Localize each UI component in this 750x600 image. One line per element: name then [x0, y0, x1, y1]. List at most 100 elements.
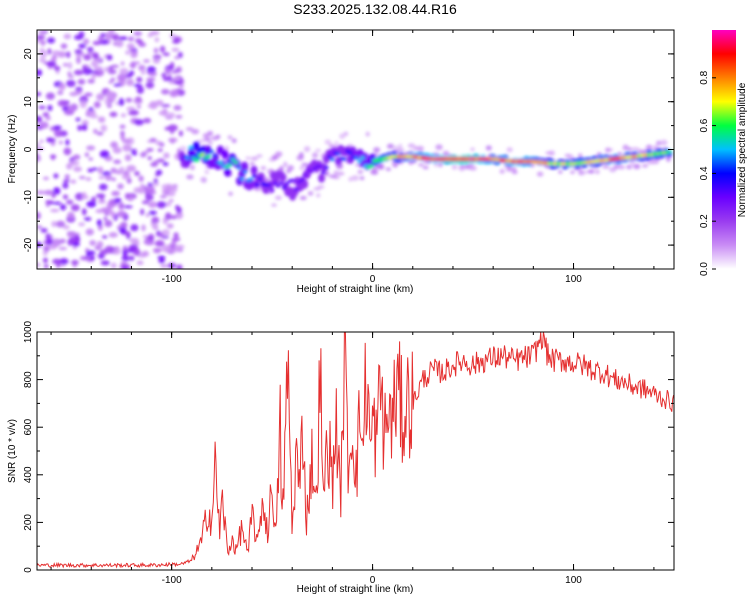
noise-blob: [97, 199, 107, 204]
noise-blob: [109, 111, 118, 118]
noise-blob: [110, 64, 119, 68]
halo-blob: [336, 171, 345, 176]
spectrogram-x-axis-label: Height of straight line (km): [297, 284, 414, 295]
halo-blob: [392, 145, 401, 152]
noise-blob: [53, 201, 62, 205]
noise-blob: [66, 231, 76, 239]
noise-blob: [161, 104, 171, 108]
noise-blob: [177, 51, 183, 59]
noise-blob: [42, 112, 50, 118]
noise-blob: [96, 93, 105, 101]
halo-blob: [260, 165, 266, 171]
noise-blob: [43, 245, 50, 253]
noise-blob: [174, 55, 180, 60]
halo-blob: [604, 147, 611, 153]
noise-blob: [104, 245, 115, 254]
ridge-core-blob: [514, 159, 519, 164]
noise-blob: [161, 72, 167, 78]
noise-blob: [47, 104, 53, 112]
halo-blob: [250, 156, 259, 161]
noise-blob: [43, 264, 49, 269]
noise-blob: [83, 216, 92, 221]
noise-blob: [83, 54, 92, 61]
noise-blob: [175, 66, 183, 73]
halo-blob: [629, 160, 635, 167]
noise-blob: [50, 208, 60, 213]
halo-blob: [413, 145, 418, 151]
ridge-core-blob: [191, 156, 196, 161]
noise-blob: [54, 129, 63, 138]
noise-blob: [90, 255, 95, 261]
noise-blob: [88, 157, 94, 161]
ridge-core-blob: [402, 154, 407, 159]
ridge-core-blob: [354, 156, 359, 160]
halo-blob: [204, 137, 211, 142]
noise-blob: [39, 121, 49, 129]
ridge-core-blob: [393, 154, 398, 159]
ridge-core-blob: [239, 177, 245, 181]
noise-blob: [105, 174, 113, 181]
noise-blob: [98, 183, 108, 191]
noise-blob: [113, 83, 122, 87]
noise-blob: [120, 36, 128, 41]
noise-blob: [106, 201, 114, 210]
colorbar-tick-label: 0.2: [699, 214, 710, 228]
noise-blob: [98, 116, 106, 123]
halo-blob: [451, 164, 458, 170]
noise-blob: [147, 182, 154, 187]
noise-blob: [58, 246, 68, 251]
ridge-core-blob: [399, 154, 404, 159]
halo-blob: [386, 143, 395, 149]
noise-blob: [37, 225, 43, 229]
snr-frame: [36, 331, 675, 571]
noise-blob: [138, 42, 147, 48]
snr-x-tick-label: -100: [162, 575, 182, 586]
noise-blob: [169, 61, 175, 70]
halo-blob: [333, 170, 339, 177]
ridge-core-blob: [269, 188, 275, 193]
noise-blob: [118, 202, 125, 210]
noise-blob: [131, 151, 138, 156]
noise-blob: [70, 259, 79, 266]
noise-blob: [37, 69, 43, 77]
noise-blob: [39, 50, 48, 58]
halo-blob: [656, 140, 662, 146]
noise-blob: [72, 154, 81, 160]
noise-blob: [82, 191, 87, 199]
halo-blob: [460, 164, 465, 169]
noise-blob: [37, 154, 41, 162]
noise-blob: [58, 140, 64, 145]
ridge-blob: [223, 167, 231, 177]
ridge-core-blob: [565, 162, 570, 166]
noise-blob: [99, 150, 110, 158]
noise-blob: [92, 40, 102, 46]
noise-blob: [40, 40, 47, 45]
ridge-core-blob: [185, 156, 190, 160]
noise-blob: [156, 158, 165, 163]
noise-blob: [108, 80, 114, 84]
noise-blob: [171, 47, 180, 52]
noise-blob: [157, 148, 163, 152]
halo-blob: [208, 141, 213, 145]
halo-blob: [626, 164, 633, 170]
ridge-blob: [279, 172, 287, 182]
noise-blob: [159, 142, 165, 147]
halo-blob: [613, 165, 619, 170]
noise-blob: [121, 255, 130, 262]
spectrogram-x-tick-label: -100: [162, 274, 182, 285]
halo-blob: [596, 152, 602, 156]
noise-blob: [48, 138, 56, 142]
ridge-core-blob: [444, 157, 450, 161]
ridge-core-blob: [438, 157, 444, 161]
halo-blob: [646, 144, 652, 150]
ridge-core-blob: [212, 154, 218, 158]
noise-blob: [37, 142, 41, 147]
halo-blob: [365, 131, 370, 137]
noise-blob: [140, 68, 146, 75]
noise-blob: [125, 97, 133, 103]
halo-blob: [602, 165, 610, 169]
noise-blob: [45, 92, 55, 100]
noise-blob: [168, 137, 178, 143]
spectrogram-y-axis-label: Frequency (Hz): [7, 115, 18, 184]
